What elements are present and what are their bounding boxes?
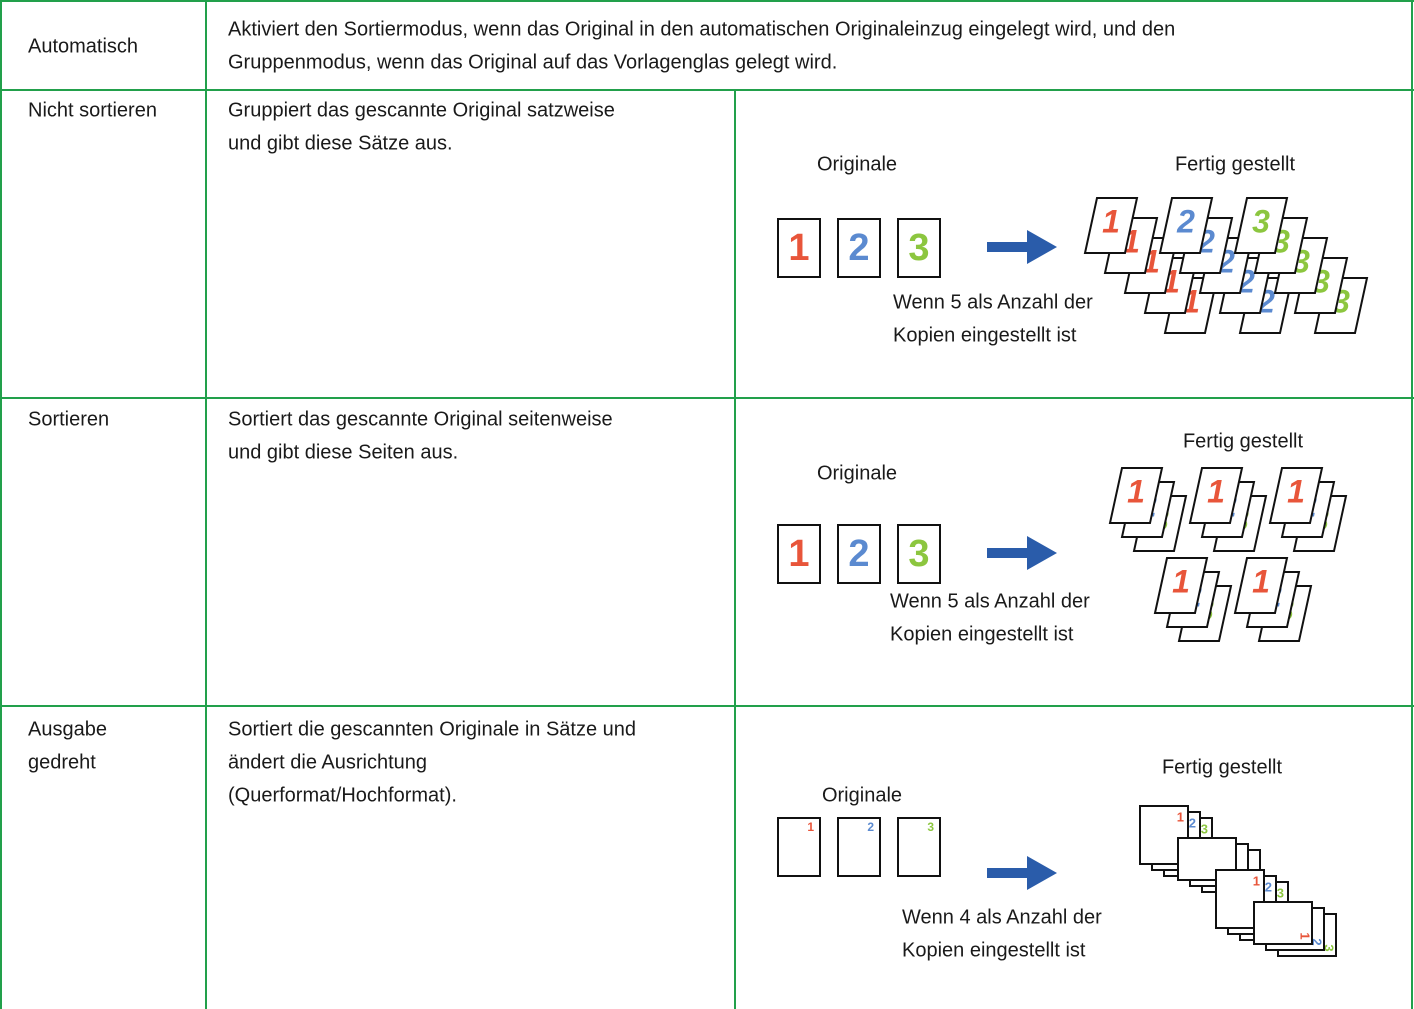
row-description: Sortiert die gescannten Originale in Sät…	[228, 718, 636, 740]
page-number: 3	[1277, 885, 1284, 900]
page-number: 1	[1102, 203, 1120, 239]
row-description: Gruppiert das gescannte Original satzwei…	[228, 99, 615, 121]
page-number: 3	[1252, 203, 1270, 239]
row-description: und gibt diese Seiten aus.	[228, 441, 458, 463]
page-number: 3	[927, 820, 934, 834]
page-number: 1	[1287, 473, 1305, 509]
copy-page	[1268, 467, 1324, 524]
original-page	[837, 817, 881, 877]
arrow	[987, 230, 1057, 264]
copy-page	[1177, 837, 1237, 881]
original-page	[837, 218, 881, 278]
note: Kopien eingestellt ist	[902, 939, 1086, 961]
copy-page	[1233, 557, 1289, 614]
page-number: 1	[788, 227, 809, 269]
copy-page	[1083, 197, 1139, 254]
row-description: (Querformat/Hochformat).	[228, 784, 457, 806]
original-page	[897, 218, 941, 278]
page-number: 1	[788, 533, 809, 575]
row-description: Aktiviert den Sortiermodus, wenn das Ori…	[228, 18, 1175, 40]
page-number: 1	[1127, 473, 1145, 509]
row-description: Gruppenmodus, wenn das Original auf das …	[228, 51, 837, 73]
row-label: Ausgabe	[28, 718, 107, 740]
original-page	[777, 524, 821, 584]
original-page	[897, 817, 941, 877]
note: Wenn 4 als Anzahl der	[902, 906, 1102, 928]
page-number: 2	[1176, 203, 1195, 239]
page-number: 2	[867, 820, 874, 834]
original-page	[897, 524, 941, 584]
copy-page	[1188, 467, 1244, 524]
note: Kopien eingestellt ist	[890, 623, 1074, 645]
row-description: Sortiert das gescannte Original seitenwe…	[228, 408, 613, 430]
page-number: 2	[848, 533, 869, 575]
copy-page	[1108, 467, 1164, 524]
page-number: 3	[1322, 944, 1337, 951]
copy-page	[1233, 197, 1289, 254]
page-number: 1	[1177, 809, 1184, 824]
row-description: ändert die Ausrichtung	[228, 751, 427, 773]
originals-label: Originale	[822, 784, 902, 806]
arrow	[987, 536, 1057, 570]
page-number: 2	[1189, 815, 1196, 830]
result-label: Fertig gestellt	[1162, 756, 1282, 778]
page-number: 1	[1252, 563, 1270, 599]
arrow	[987, 856, 1057, 890]
copy-page	[1153, 557, 1209, 614]
row-label: Nicht sortieren	[28, 99, 157, 121]
page-number: 1	[1253, 873, 1260, 888]
originals-label: Originale	[817, 462, 897, 484]
page-number: 2	[1310, 938, 1325, 945]
note: Wenn 5 als Anzahl der	[893, 291, 1093, 313]
original-page	[777, 218, 821, 278]
copy-page	[1158, 197, 1214, 254]
row-label: Automatisch	[28, 35, 138, 57]
result-label: Fertig gestellt	[1183, 430, 1303, 452]
row-label: gedreht	[28, 751, 96, 773]
page-number: 2	[848, 227, 869, 269]
originals-label: Originale	[817, 153, 897, 175]
page-number: 1	[1298, 932, 1313, 939]
page-number: 2	[1265, 879, 1272, 894]
note: Wenn 5 als Anzahl der	[890, 590, 1090, 612]
copy-page	[1253, 901, 1313, 945]
page-number: 1	[1207, 473, 1225, 509]
page-number: 1	[807, 820, 814, 834]
row-label: Sortieren	[28, 408, 109, 430]
row-description: und gibt diese Sätze aus.	[228, 132, 453, 154]
note: Kopien eingestellt ist	[893, 324, 1077, 346]
page-number: 3	[1201, 821, 1208, 836]
original-page	[777, 817, 821, 877]
page-number: 3	[908, 227, 929, 269]
page-number: 3	[908, 533, 929, 575]
page-number: 1	[1172, 563, 1190, 599]
result-label: Fertig gestellt	[1175, 153, 1295, 175]
original-page	[837, 524, 881, 584]
